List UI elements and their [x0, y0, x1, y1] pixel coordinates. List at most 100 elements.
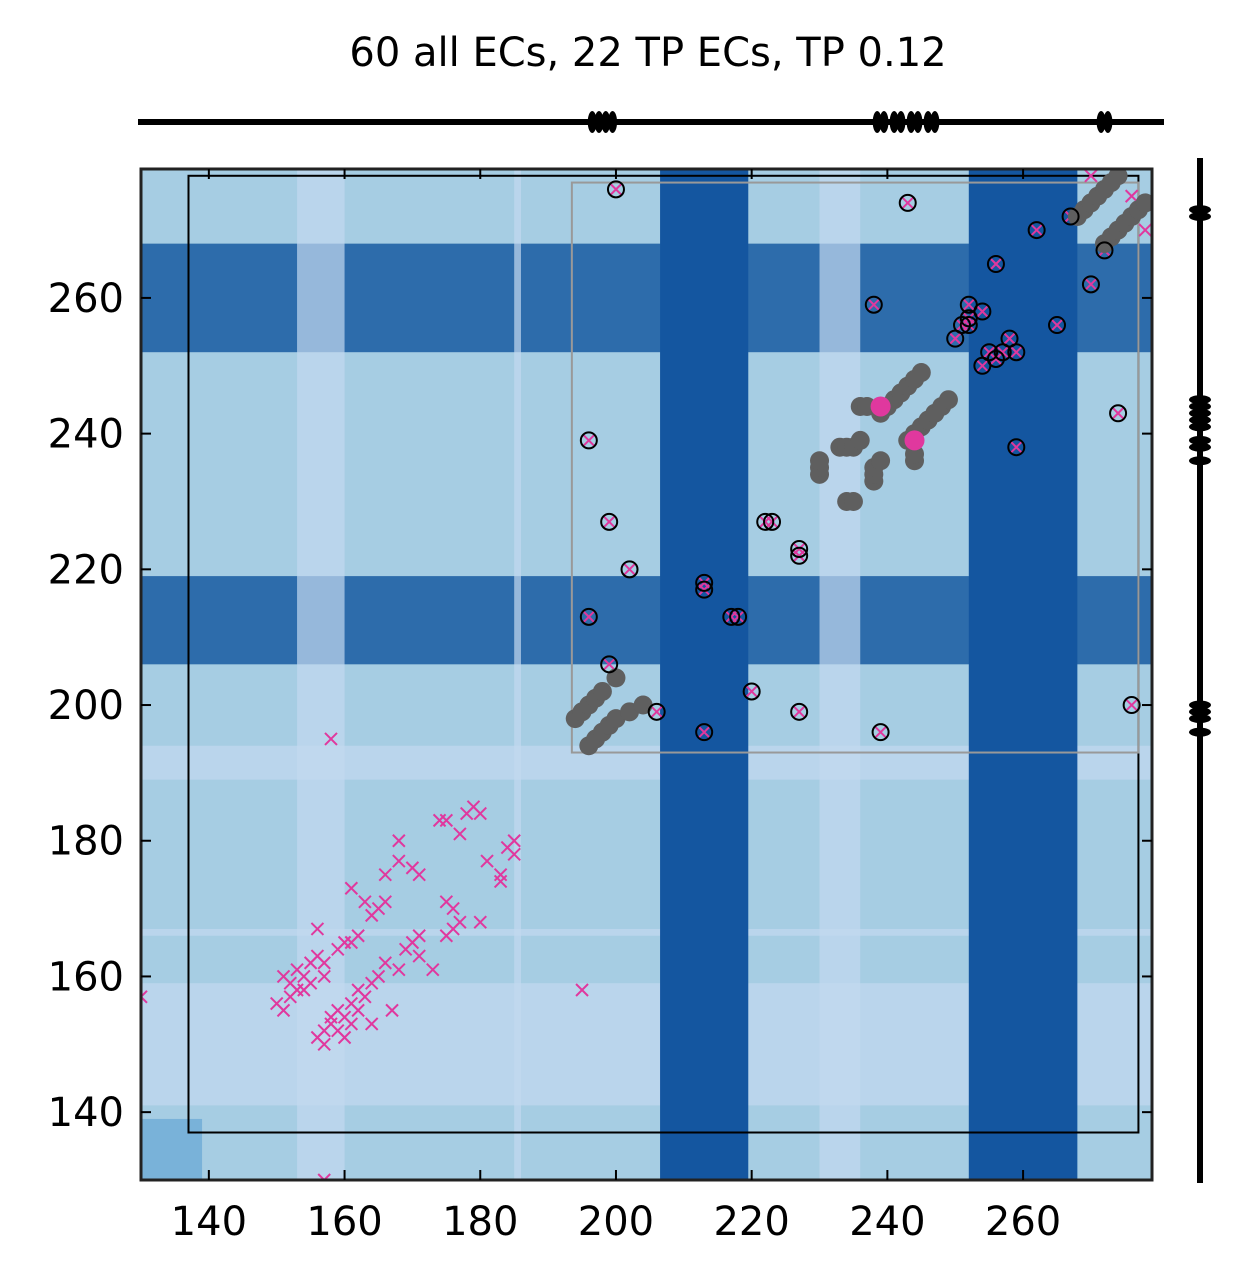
x-tick-label: 160: [306, 1199, 382, 1245]
cross-marker: [901, 196, 915, 210]
cross-marker: [364, 1017, 379, 1031]
circle-marker: [756, 512, 775, 531]
true-positive-point: [870, 396, 891, 417]
right-track-mark: [1189, 456, 1211, 466]
cross-marker: [371, 969, 386, 984]
corner-band: [141, 1118, 203, 1180]
cross-marker: [975, 359, 990, 373]
cross-marker: [1138, 223, 1152, 237]
top-track-mark: [608, 111, 618, 133]
circle-marker: [1122, 696, 1141, 715]
right-track-mark: [1189, 422, 1211, 432]
cross-marker: [1084, 169, 1098, 183]
top-track-mark: [930, 111, 940, 133]
top-track-mark: [601, 111, 611, 133]
cross-marker: [731, 610, 745, 624]
cross-marker: [392, 854, 406, 868]
circle-marker: [980, 343, 999, 362]
cross-marker: [765, 515, 779, 529]
y-tick-label: 160: [48, 954, 124, 1000]
cross-marker: [1002, 331, 1017, 346]
cross-marker: [1009, 440, 1024, 454]
cross-marker: [1009, 345, 1024, 359]
cross-marker: [582, 610, 596, 624]
circle-marker: [973, 302, 992, 321]
x-tick-label: 180: [442, 1199, 518, 1245]
circle-marker: [1007, 438, 1026, 457]
predicted-contact-point: [843, 491, 863, 511]
x-axis-tick-labels: 140 160 180 200 220 240 260: [171, 1199, 1062, 1245]
cross-marker: [989, 257, 1003, 271]
cross-marker: [446, 901, 460, 916]
cross-marker: [317, 1173, 331, 1180]
cross-marker: [337, 1030, 352, 1045]
cross-marker: [609, 182, 623, 197]
right-track-mark: [1189, 442, 1211, 452]
true-positive-point: [904, 430, 925, 451]
region-boxes: [187, 174, 1140, 1134]
cross-marker: [317, 1037, 331, 1052]
cross-marker: [473, 915, 487, 929]
x-tick-label: 240: [849, 1199, 925, 1245]
cross-marker: [996, 345, 1010, 359]
cross-marker: [358, 895, 372, 909]
right-track-mark: [1189, 435, 1211, 445]
cross-marker: [962, 297, 976, 312]
plot-frame: [139, 167, 1154, 1182]
circle-marker: [600, 512, 619, 531]
circle-marker: [1081, 275, 1100, 294]
cross-marker: [385, 1003, 399, 1018]
cross-marker: [439, 813, 454, 828]
y-tick-label: 180: [48, 819, 124, 865]
cross-marker: [480, 854, 494, 868]
cross-marker: [392, 834, 406, 848]
circle-marker: [953, 316, 972, 335]
cross-marker: [344, 1017, 359, 1031]
cross-marker: [344, 881, 359, 895]
circle-marker: [986, 254, 1005, 273]
cross-marker: [473, 806, 487, 821]
x-tick-label: 260: [985, 1199, 1061, 1245]
cross-marker: [493, 867, 508, 882]
y-tick-label: 220: [48, 547, 124, 593]
top-track-mark: [913, 111, 923, 133]
circle-marker: [1007, 343, 1026, 362]
cross-marker: [575, 983, 589, 997]
top-track-mark: [594, 111, 604, 133]
predicted-contact-point: [633, 695, 653, 715]
circle-marker: [986, 349, 1005, 368]
cross-marker: [351, 1003, 365, 1018]
cross-marker: [317, 956, 331, 970]
cross-marker: [324, 732, 338, 746]
circle-marker: [1027, 221, 1046, 240]
x-tick-label: 140: [171, 1199, 247, 1245]
cross-marker: [792, 705, 806, 719]
right-track-mark: [1189, 415, 1211, 425]
top-track-mark: [879, 111, 889, 133]
cross-marker: [276, 1003, 291, 1018]
top-track-mark: [906, 111, 916, 133]
cross-marker: [378, 867, 392, 882]
top-sequence-track: [138, 111, 1164, 133]
circle-marker: [1095, 241, 1114, 260]
circle-marker: [790, 539, 809, 558]
predicted-contact-point: [1135, 193, 1152, 213]
circle-marker: [620, 560, 639, 579]
cross-marker: [1084, 277, 1098, 292]
circle-marker: [579, 431, 598, 450]
cross-marker: [303, 976, 318, 990]
circle-marker: [871, 723, 890, 742]
column-band: [819, 169, 861, 1180]
predicted-contact-point: [938, 390, 958, 410]
top-track-mark: [1103, 111, 1113, 133]
cross-marker: [412, 867, 426, 882]
cross-marker: [602, 515, 616, 529]
cross-marker: [697, 725, 711, 739]
circle-marker: [1061, 207, 1080, 226]
cross-marker: [948, 331, 962, 346]
inner-region-box: [570, 181, 1140, 754]
cross-marker: [649, 705, 664, 719]
circle-marker: [600, 655, 619, 674]
circle-marker: [606, 180, 625, 199]
